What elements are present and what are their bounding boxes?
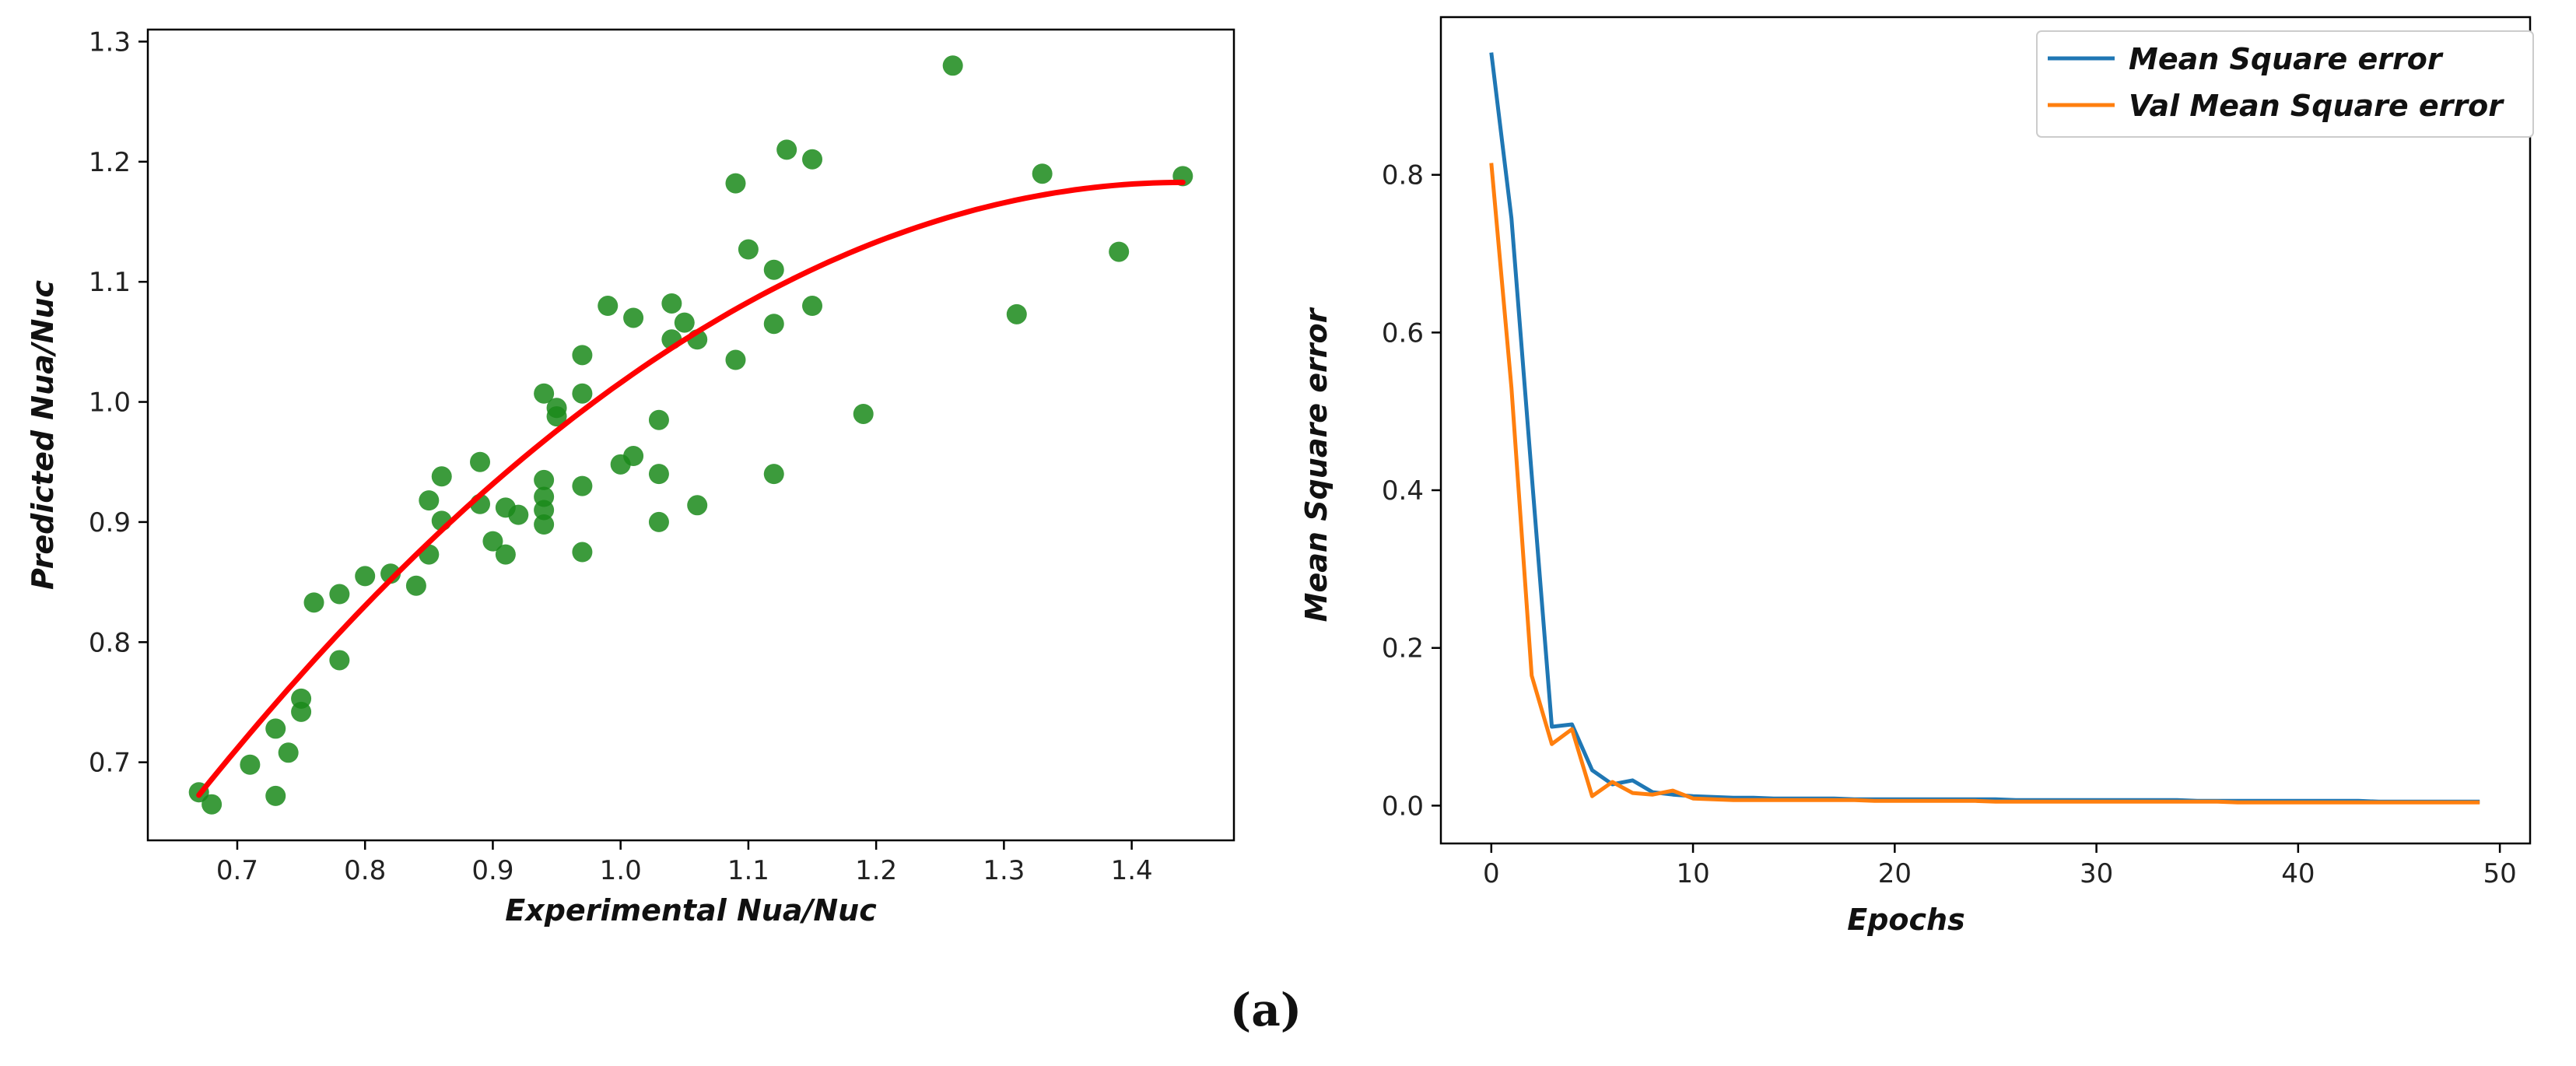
scatter-point	[623, 307, 644, 328]
scatter-point	[763, 464, 784, 485]
legend: Mean Square error Val Mean Square error	[2036, 30, 2534, 138]
loss-y-tick-label: 0.2	[1382, 633, 1424, 664]
series-line-val-mse	[1489, 163, 2480, 805]
scatter-point	[508, 504, 529, 525]
scatter-y-tick-label: 0.8	[89, 627, 131, 658]
scatter-point	[572, 383, 593, 404]
scatter-point	[572, 475, 593, 496]
scatter-point	[495, 544, 516, 565]
scatter-point	[419, 490, 440, 511]
scatter-x-tick-label: 0.8	[344, 855, 386, 886]
scatter-point	[482, 531, 503, 552]
scatter-x-tick-label: 1.4	[1111, 855, 1153, 886]
scatter-point	[648, 409, 669, 430]
scatter-point	[1032, 163, 1053, 184]
scatter-point	[802, 296, 823, 317]
scatter-point	[265, 785, 286, 806]
scatter-point	[572, 542, 593, 563]
scatter-point	[431, 466, 452, 487]
scatter-x-tick-label: 0.7	[216, 855, 258, 886]
scatter-point	[942, 55, 963, 76]
scatter-point	[725, 349, 746, 370]
loss-y-tick-label: 0.0	[1382, 791, 1424, 822]
scatter-point	[763, 314, 784, 335]
loss-x-tick-label: 30	[2080, 858, 2113, 889]
scatter-y-tick-label: 1.2	[89, 147, 131, 178]
scatter-y-tick-label: 1.0	[89, 387, 131, 419]
scatter-point	[674, 312, 695, 333]
scatter-point	[329, 584, 350, 605]
loss-x-tick-label: 50	[2483, 858, 2516, 889]
scatter-point	[598, 296, 619, 317]
scatter-point	[572, 345, 593, 366]
scatter-point	[623, 446, 644, 467]
scatter-y-tick-label: 0.9	[89, 507, 131, 538]
loss-y-ticks: 0.0 0.2 0.4 0.6 0.8	[1382, 160, 1441, 822]
scatter-point	[291, 688, 312, 709]
scatter-y-tick-label: 1.1	[89, 267, 131, 298]
scatter-point	[546, 398, 567, 419]
scatter-point	[802, 149, 823, 170]
scatter-point	[355, 566, 376, 587]
scatter-point	[534, 486, 555, 507]
loss-series	[1489, 52, 2480, 805]
scatter-point	[265, 718, 286, 739]
scatter-point	[1109, 241, 1130, 262]
scatter-point	[648, 464, 669, 485]
scatter-point	[776, 139, 797, 160]
legend-label-val-mse: Val Mean Square error	[2129, 89, 2504, 123]
scatter-x-tick-label: 0.9	[471, 855, 513, 886]
fit-curve	[196, 179, 1186, 798]
scatter-x-ticks: 0.7 0.8 0.9 1.0 1.1 1.2 1.3 1.4	[216, 840, 1153, 886]
scatter-point	[329, 650, 350, 671]
legend-box	[2036, 30, 2534, 138]
scatter-point	[1006, 303, 1027, 324]
scatter-point	[278, 742, 299, 763]
scatter-point	[534, 514, 555, 535]
scatter-points	[188, 55, 1193, 815]
figure-caption: (a)	[1230, 984, 1302, 1036]
loss-panel: 0 10 20 30 40 50 0.0 0.2 0.4 0.6 0.8 Epochs Mean …	[1299, 16, 2534, 937]
loss-y-tick-label: 0.8	[1382, 160, 1424, 191]
loss-x-ticks: 0 10 20 30 40 50	[1483, 843, 2517, 889]
scatter-point	[240, 754, 261, 775]
loss-x-tick-label: 10	[1676, 858, 1709, 889]
loss-plot-frame	[1439, 16, 2532, 845]
scatter-point	[687, 495, 708, 516]
scatter-point	[303, 592, 324, 613]
scatter-point	[648, 511, 669, 532]
scatter-point	[202, 794, 223, 815]
scatter-y-tick-label: 0.7	[89, 748, 131, 779]
scatter-point	[405, 575, 426, 596]
scatter-point	[853, 403, 874, 424]
legend-label-mse: Mean Square error	[2129, 42, 2444, 76]
scatter-y-axis-title: Predicted Nua/Nuc	[26, 279, 60, 590]
scatter-point	[725, 173, 746, 194]
scatter-point	[534, 383, 555, 404]
scatter-y-tick-label: 1.3	[89, 26, 131, 58]
scatter-x-tick-label: 1.2	[855, 855, 897, 886]
loss-y-tick-label: 0.4	[1382, 475, 1424, 507]
scatter-x-tick-label: 1.0	[600, 855, 642, 886]
scatter-point	[763, 259, 784, 280]
scatter-point	[380, 563, 401, 584]
scatter-x-tick-label: 1.3	[983, 855, 1025, 886]
scatter-point	[738, 239, 759, 260]
scatter-panel: 0.7 0.8 0.9 1.0 1.1 1.2 1.3 1.4 0.7 0.8 0.9 1.0 1.1…	[26, 26, 1235, 927]
loss-x-tick-label: 40	[2281, 858, 2315, 889]
loss-x-tick-label: 20	[1878, 858, 1912, 889]
scatter-point	[661, 293, 682, 314]
scatter-point	[470, 451, 491, 472]
scatter-x-tick-label: 1.1	[727, 855, 769, 886]
loss-x-tick-label: 0	[1483, 858, 1500, 889]
scatter-point	[534, 469, 555, 490]
scatter-y-ticks: 0.7 0.8 0.9 1.0 1.1 1.2 1.3	[89, 26, 148, 779]
loss-x-axis-title: Epochs	[1847, 903, 1964, 937]
loss-y-axis-title: Mean Square error	[1299, 307, 1334, 622]
scatter-x-axis-title: Experimental Nua/Nuc	[505, 893, 877, 927]
loss-y-tick-label: 0.6	[1382, 317, 1424, 349]
scatter-plot-frame	[146, 28, 1235, 842]
